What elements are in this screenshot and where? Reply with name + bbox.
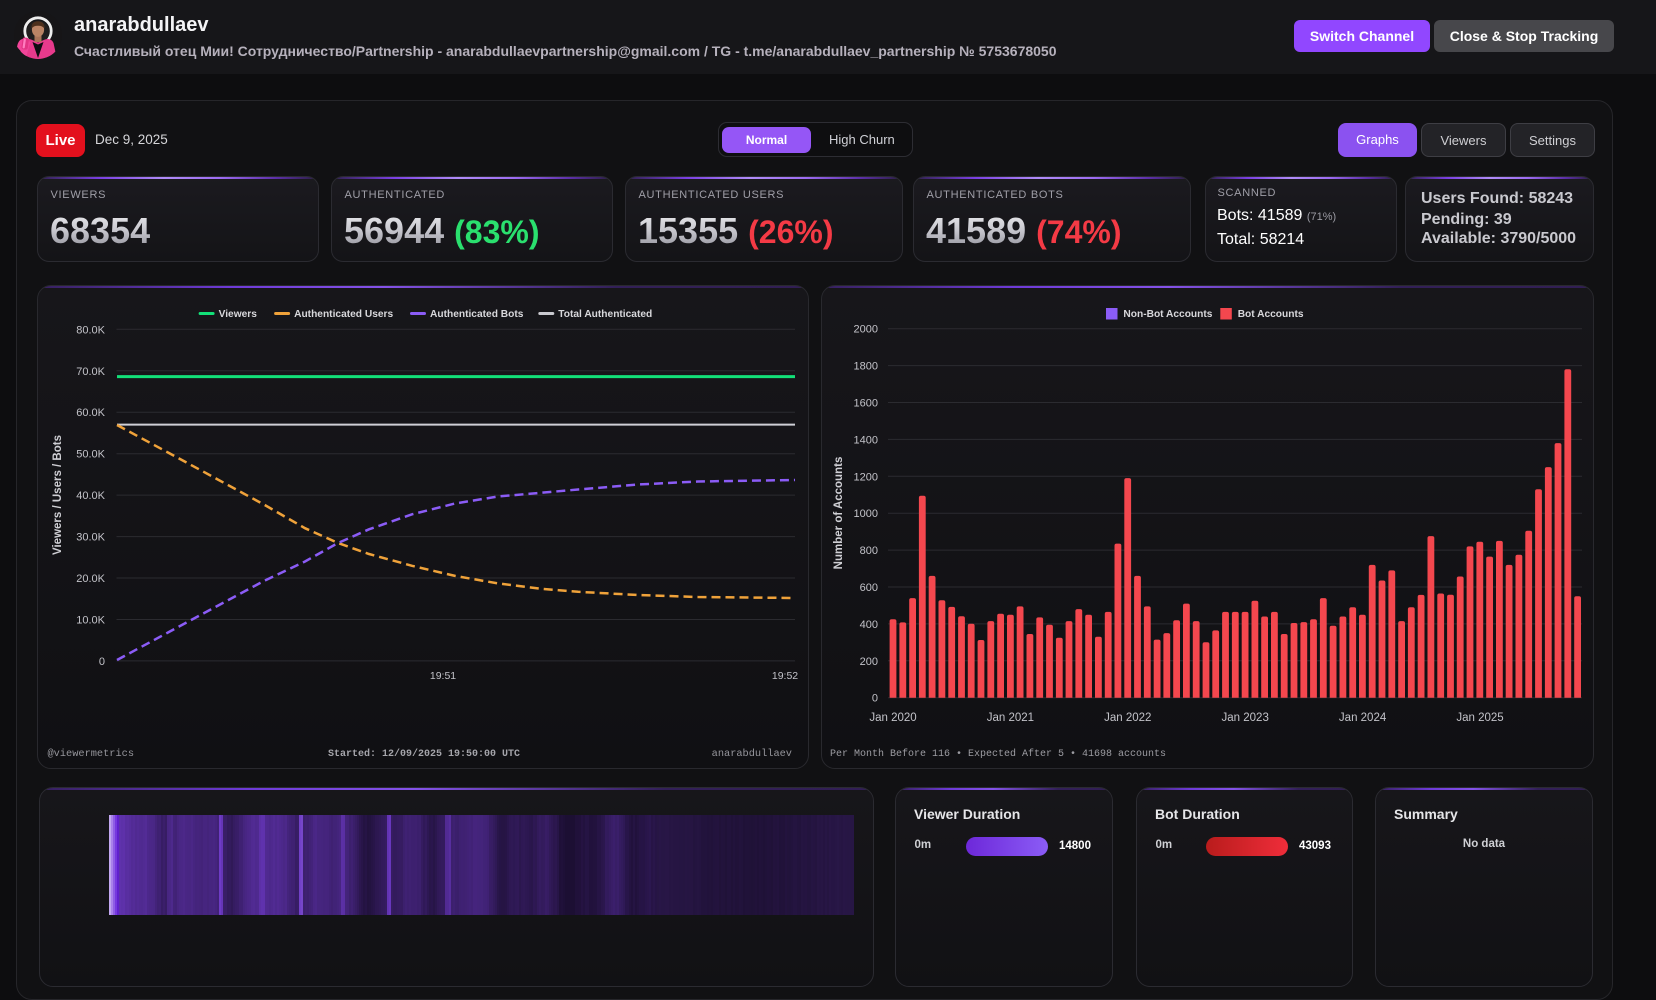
svg-text:anarabdullaev: anarabdullaev: [712, 748, 792, 760]
svg-text:19:52: 19:52: [772, 670, 798, 682]
svg-text:Number of Accounts: Number of Accounts: [833, 457, 845, 570]
svg-text:800: 800: [860, 545, 878, 557]
svg-text:Viewers: Viewers: [219, 309, 258, 320]
svg-text:Authenticated Users: Authenticated Users: [294, 309, 393, 320]
svg-text:1400: 1400: [854, 434, 878, 446]
svg-text:1200: 1200: [854, 471, 878, 483]
svg-text:600: 600: [860, 582, 878, 594]
svg-text:Jan 2022: Jan 2022: [1104, 712, 1151, 724]
svg-text:Non-Bot Accounts: Non-Bot Accounts: [1123, 309, 1212, 320]
svg-text:Jan 2025: Jan 2025: [1456, 712, 1503, 724]
svg-text:80.0K: 80.0K: [76, 324, 105, 336]
svg-text:@viewermetrics: @viewermetrics: [48, 748, 135, 760]
svg-text:2000: 2000: [854, 324, 878, 336]
svg-text:Authenticated Bots: Authenticated Bots: [430, 309, 524, 320]
svg-text:0: 0: [872, 693, 878, 705]
svg-text:19:51: 19:51: [430, 670, 456, 682]
svg-text:50.0K: 50.0K: [76, 449, 105, 461]
svg-text:1000: 1000: [854, 508, 878, 520]
svg-text:Jan 2023: Jan 2023: [1222, 712, 1269, 724]
svg-text:1800: 1800: [854, 361, 878, 373]
svg-text:60.0K: 60.0K: [76, 407, 105, 419]
svg-text:Started: 12/09/2025 19:50:00 U: Started: 12/09/2025 19:50:00 UTC: [328, 748, 520, 760]
svg-text:Total Authenticated: Total Authenticated: [558, 309, 652, 320]
svg-text:10.0K: 10.0K: [76, 615, 105, 627]
svg-text:400: 400: [860, 619, 878, 631]
svg-text:200: 200: [860, 656, 878, 668]
svg-text:Per Month Before 116 • Expecte: Per Month Before 116 • Expected After 5 …: [830, 748, 1166, 760]
svg-text:Jan 2021: Jan 2021: [987, 712, 1034, 724]
svg-text:Viewers / Users / Bots: Viewers / Users / Bots: [52, 435, 64, 555]
svg-text:20.0K: 20.0K: [76, 573, 105, 585]
svg-text:30.0K: 30.0K: [76, 532, 105, 544]
svg-text:Bot Accounts: Bot Accounts: [1238, 309, 1304, 320]
svg-text:40.0K: 40.0K: [76, 490, 105, 502]
svg-text:1600: 1600: [854, 398, 878, 410]
svg-text:70.0K: 70.0K: [76, 366, 105, 378]
svg-text:0: 0: [99, 656, 105, 668]
svg-text:Jan 2024: Jan 2024: [1339, 712, 1387, 724]
svg-text:Jan 2020: Jan 2020: [869, 712, 916, 724]
